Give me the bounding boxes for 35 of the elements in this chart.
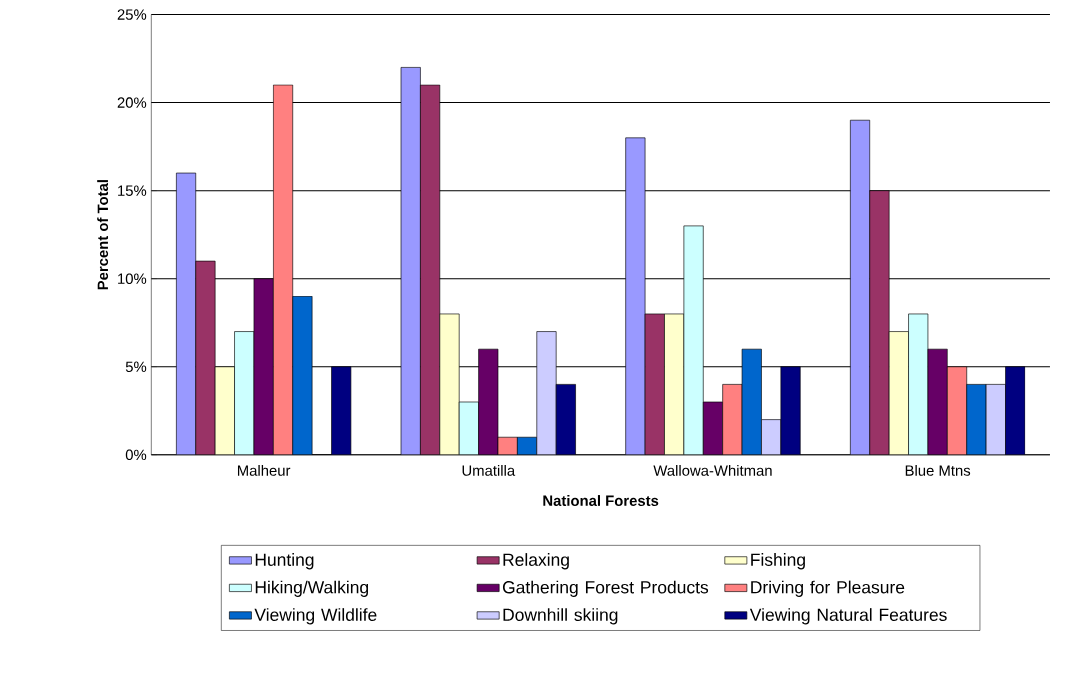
x-tick-label: Blue Mtns: [905, 464, 971, 476]
x-axis-title: National Forests: [543, 494, 659, 506]
bar: [234, 331, 254, 455]
legend-label: Driving for Pleasure: [751, 580, 905, 597]
bar: [742, 349, 762, 455]
y-tick-label: 20%: [117, 97, 147, 108]
x-tick-label: Wallowa-Whitman: [653, 464, 772, 476]
legend-label: Fishing: [751, 552, 805, 570]
bar: [478, 349, 498, 455]
bar: [292, 296, 313, 455]
bar: [722, 384, 743, 455]
y-tick-label: 10%: [118, 273, 147, 284]
bar: [253, 278, 274, 455]
legend-label: Viewing Natural Features: [749, 608, 947, 625]
y-tick-label: 0%: [125, 449, 147, 460]
bar: [683, 225, 704, 455]
y-tick-label: 25%: [117, 9, 147, 20]
bar: [947, 366, 968, 455]
bar: [703, 401, 723, 455]
bar: [908, 313, 929, 455]
bar: [273, 84, 293, 455]
bar: [966, 383, 987, 455]
legend-label: Downhill skiing: [503, 608, 618, 625]
legend-label: Viewing Wildlife: [254, 608, 377, 625]
legend-label: Hiking/Walking: [255, 580, 369, 597]
y-tick-label: 15%: [118, 185, 147, 196]
x-tick-label: Malheur: [237, 464, 291, 476]
legend-label: Hunting: [255, 552, 314, 570]
legend-label: Gathering Forest Products: [502, 580, 709, 597]
y-axis-title: Percent of Total: [97, 179, 109, 290]
bar: [927, 348, 948, 455]
legend-label: Relaxing: [503, 552, 569, 570]
bar: [459, 401, 479, 455]
x-tick-label: Umatilla: [462, 464, 516, 476]
y-tick-label: 5%: [125, 361, 147, 372]
